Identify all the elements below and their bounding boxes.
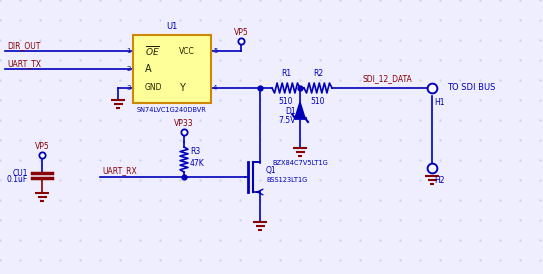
- Text: 47K: 47K: [190, 159, 205, 169]
- Text: BSS123LT1G: BSS123LT1G: [266, 177, 307, 183]
- Text: 4: 4: [213, 85, 217, 91]
- Text: Q1: Q1: [266, 165, 276, 175]
- Text: 5: 5: [213, 48, 217, 54]
- Text: 2: 2: [127, 66, 131, 72]
- Text: VP5: VP5: [35, 142, 49, 151]
- Text: 510: 510: [279, 97, 293, 106]
- Text: VP33: VP33: [174, 119, 194, 128]
- Text: A: A: [145, 64, 151, 74]
- Text: H2: H2: [434, 176, 445, 185]
- Text: 0.1uF: 0.1uF: [7, 176, 28, 184]
- Text: $\overline{OE}$: $\overline{OE}$: [145, 44, 160, 58]
- Text: R2: R2: [313, 69, 323, 78]
- Text: UART_RX: UART_RX: [102, 166, 137, 175]
- Text: GND: GND: [145, 84, 162, 93]
- Text: D1: D1: [286, 107, 296, 116]
- Text: SDI_12_DATA: SDI_12_DATA: [362, 74, 412, 83]
- Text: BZX84C7V5LT1G: BZX84C7V5LT1G: [272, 160, 328, 166]
- Text: SN74LVC1G240DBVR: SN74LVC1G240DBVR: [137, 107, 207, 113]
- Text: H1: H1: [434, 98, 445, 107]
- Text: R3: R3: [190, 147, 200, 156]
- Text: 3: 3: [127, 85, 131, 91]
- Text: Y: Y: [179, 83, 185, 93]
- Text: VP5: VP5: [233, 28, 248, 37]
- Text: VCC: VCC: [179, 47, 195, 56]
- Text: R1: R1: [281, 69, 291, 78]
- Text: DIR_OUT: DIR_OUT: [7, 41, 40, 50]
- Text: 1: 1: [127, 48, 131, 54]
- Text: 7.5V: 7.5V: [279, 116, 296, 125]
- Text: UART_TX: UART_TX: [7, 59, 41, 68]
- Text: 510: 510: [311, 97, 325, 106]
- Text: U1: U1: [166, 22, 178, 31]
- Text: TO SDI BUS: TO SDI BUS: [447, 84, 495, 93]
- Bar: [133, 35, 211, 103]
- Text: CU1: CU1: [12, 169, 28, 178]
- Polygon shape: [295, 102, 305, 118]
